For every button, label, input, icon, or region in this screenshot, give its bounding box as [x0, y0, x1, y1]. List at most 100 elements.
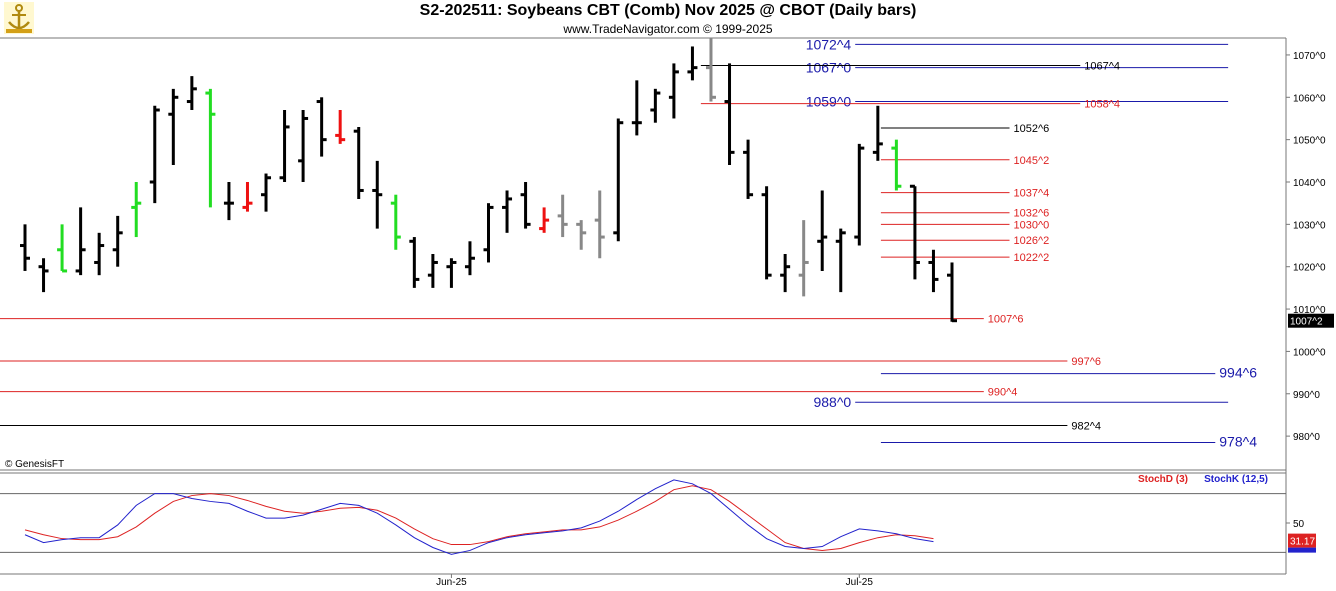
stoch-last-label: 31.17 [1290, 537, 1315, 548]
x-tick-label: Jul-25 [846, 577, 874, 588]
stoch-last-tag [1288, 533, 1316, 548]
ohlc-bar [149, 105, 160, 204]
stoch-tick-label: 50 [1293, 519, 1305, 530]
last-price-tag [1288, 313, 1334, 328]
ohlc-bar [520, 182, 531, 229]
stochastic-legend: StochD (3) StochK (12,5) [1138, 474, 1268, 485]
last-price-label: 1007^2 [1290, 317, 1323, 328]
ohlc-bar [261, 173, 272, 212]
level-label: 978^4 [1219, 433, 1257, 449]
ohlc-bar [335, 110, 346, 144]
price-tick-label: 1060^0 [1293, 93, 1326, 104]
ohlc-bar [539, 207, 550, 233]
stochastic-panel: 50 31.17 [0, 479, 1316, 555]
price-tick-label: 1070^0 [1293, 51, 1326, 62]
ohlc-bar [724, 63, 735, 166]
ohlc-bar [650, 88, 661, 123]
ohlc-bar [427, 254, 438, 288]
ohlc-bar [94, 232, 105, 276]
level-label: 1030^0 [1014, 219, 1050, 231]
x-axis-labels: Jun-25 Jul-25 [436, 574, 873, 588]
ohlc-bar [557, 194, 568, 238]
ohlc-bar [687, 46, 698, 81]
ohlc-bar [854, 143, 865, 246]
ohlc-bar [390, 194, 401, 250]
price-y-axis: 980^0 990^0 1000^0 1010^0 1020^0 1030^0 1040^0… [1286, 51, 1326, 443]
ohlc-bars [20, 38, 957, 323]
ohlc-bar [316, 97, 327, 157]
ohlc-bar [798, 220, 809, 297]
ohlc-bar [668, 63, 679, 119]
ohlc-bar [75, 207, 86, 276]
ohlc-bar [464, 241, 475, 276]
trade-navigator-logo [4, 2, 34, 34]
level-label: 1026^2 [1014, 235, 1050, 247]
ohlc-bar [761, 186, 772, 280]
stoch-d-line [24, 485, 934, 551]
ohlc-bar [205, 88, 216, 208]
level-label: 1059^0 [806, 94, 852, 110]
price-tick-label: 1010^0 [1293, 305, 1326, 316]
ohlc-bar [186, 76, 197, 110]
level-label: 990^4 [988, 387, 1018, 399]
level-label: 988^0 [813, 394, 851, 410]
stoch-last-tag-k [1288, 547, 1316, 553]
ohlc-bar [817, 190, 828, 271]
ohlc-bar [446, 258, 457, 288]
ohlc-bar [909, 184, 920, 280]
legend-stoch-d: StochD (3) [1138, 474, 1188, 485]
ohlc-bar [298, 110, 309, 182]
ohlc-bar [57, 224, 68, 273]
legend-stoch-k: StochK (12,5) [1204, 474, 1268, 485]
ohlc-bar [168, 88, 179, 166]
ohlc-bar [242, 182, 253, 212]
ohlc-bar [483, 203, 494, 263]
chart-title: S2-202511: Soybeans CBT (Comb) Nov 2025 … [419, 2, 917, 19]
level-label: 1045^2 [1014, 155, 1050, 167]
price-tick-label: 1040^0 [1293, 178, 1326, 189]
chart-subtitle: www.TradeNavigator.com © 1999-2025 [563, 22, 773, 36]
price-tick-label: 1020^0 [1293, 263, 1326, 274]
ohlc-bar [835, 228, 846, 293]
ohlc-bar [891, 139, 902, 191]
ohlc-bar [279, 110, 290, 182]
level-label: 982^4 [1071, 421, 1101, 433]
ohlc-bar [502, 190, 513, 233]
level-label: 1007^6 [988, 314, 1024, 326]
ohlc-bar [372, 160, 383, 229]
level-label: 1072^4 [806, 36, 852, 52]
level-label: 1052^6 [1014, 123, 1050, 135]
anchor-icon [4, 2, 34, 34]
level-label: 1032^6 [1014, 208, 1050, 220]
ohlc-bar [631, 80, 642, 136]
copyright-label: © GenesisFT [5, 459, 64, 470]
ohlc-bar [20, 224, 30, 271]
level-label: 1058^4 [1084, 99, 1120, 111]
ohlc-bar [780, 254, 791, 293]
ohlc-bar [353, 126, 364, 199]
price-levels: 1072^4 1067^0 1067^4 1059^0 1058^4 1052^6 1045… [0, 36, 1257, 449]
ohlc-bar [38, 258, 49, 293]
ohlc-bar [743, 139, 754, 199]
level-label: 1067^4 [1084, 61, 1120, 73]
ohlc-bar [576, 220, 587, 250]
x-tick-label: Jun-25 [436, 577, 467, 588]
price-tick-label: 1050^0 [1293, 136, 1326, 147]
ohlc-bar [112, 215, 123, 267]
ohlc-bar [131, 182, 142, 238]
ohlc-bar [223, 182, 234, 221]
ohlc-bar [594, 190, 605, 259]
level-label: 1037^4 [1014, 188, 1050, 200]
level-label: 994^6 [1219, 365, 1257, 381]
ohlc-bar [613, 118, 624, 242]
ohlc-bar [928, 249, 939, 293]
last-price-marker: 1007^2 [1288, 313, 1334, 328]
ohlc-bar [872, 105, 883, 161]
ohlc-bar [409, 237, 420, 288]
level-label: 997^6 [1071, 356, 1101, 368]
ohlc-bar [947, 262, 957, 323]
price-tick-label: 980^0 [1293, 432, 1320, 443]
level-label: 1022^2 [1014, 252, 1050, 264]
price-tick-label: 1030^0 [1293, 220, 1326, 231]
